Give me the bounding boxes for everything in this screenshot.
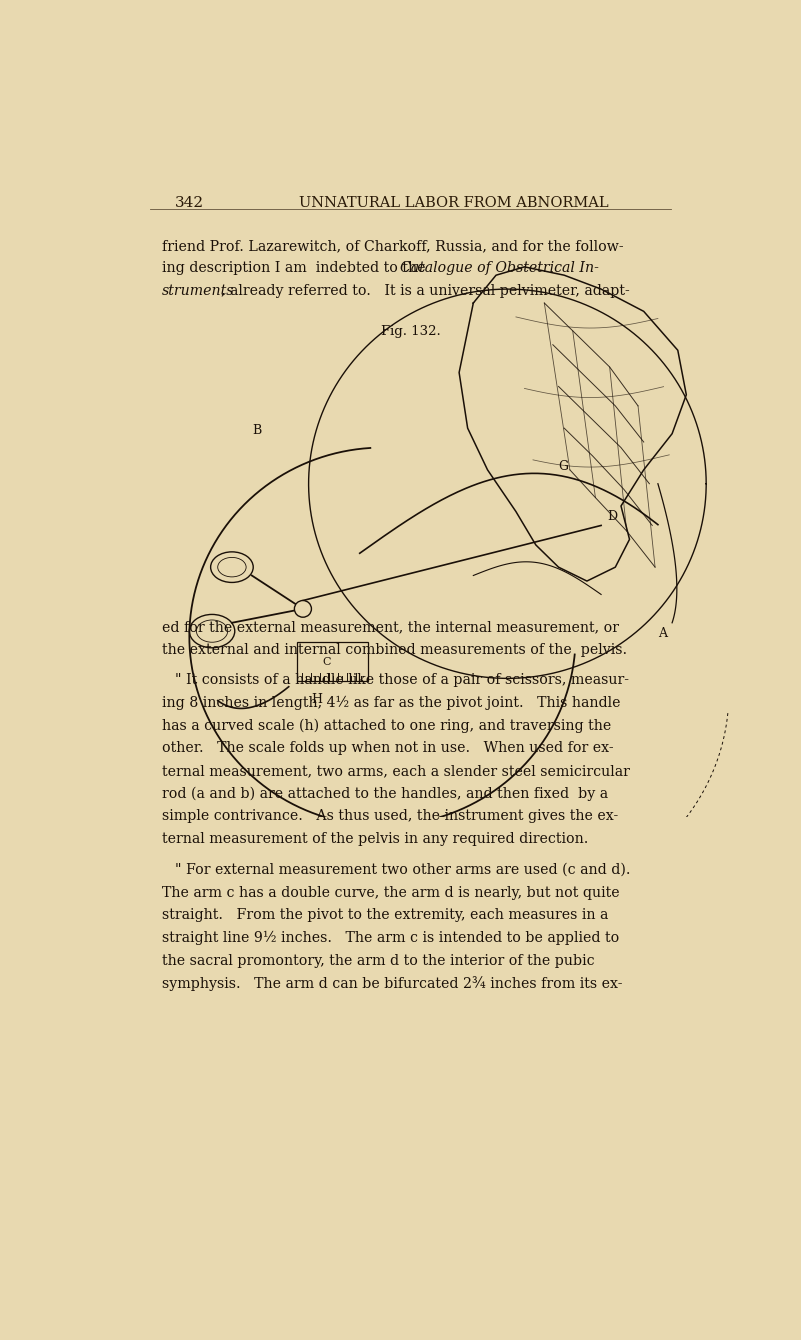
Text: simple contrivance.   As thus used, the instrument gives the ex-: simple contrivance. As thus used, the in… <box>162 809 618 824</box>
Text: struments: struments <box>162 284 235 297</box>
Text: 342: 342 <box>175 196 203 210</box>
Text: H: H <box>312 693 323 706</box>
Text: the external and internal combined measurements of the  pelvis.: the external and internal combined measu… <box>162 643 627 657</box>
Text: ing 8 inches in length, 4½ as far as the pivot joint.   This handle: ing 8 inches in length, 4½ as far as the… <box>162 695 621 710</box>
Text: has a curved scale (h) attached to one ring, and traversing the: has a curved scale (h) attached to one r… <box>162 718 611 733</box>
Text: D: D <box>607 511 617 523</box>
Text: UNNATURAL LABOR FROM ABNORMAL: UNNATURAL LABOR FROM ABNORMAL <box>299 196 609 210</box>
Text: Fig. 132.: Fig. 132. <box>380 324 441 338</box>
Text: symphysis.   The arm d can be bifurcated 2¾ inches from its ex-: symphysis. The arm d can be bifurcated 2… <box>162 977 622 992</box>
Text: Catalogue of Obstetrical In-: Catalogue of Obstetrical In- <box>400 261 599 276</box>
Text: " It consists of a handle like those of a pair of scissors, measur-: " It consists of a handle like those of … <box>175 673 629 687</box>
Text: A: A <box>658 627 667 639</box>
Text: C: C <box>323 657 332 667</box>
Text: ing description I am  indebted to the: ing description I am indebted to the <box>162 261 430 276</box>
Text: friend Prof. Lazarewitch, of Charkoff, Russia, and for the follow-: friend Prof. Lazarewitch, of Charkoff, R… <box>162 240 624 253</box>
Text: " For external measurement two other arms are used (c and d).: " For external measurement two other arm… <box>175 863 630 876</box>
Text: straight.   From the pivot to the extremity, each measures in a: straight. From the pivot to the extremit… <box>162 909 609 922</box>
Text: The arm c has a double curve, the arm d is nearly, but not quite: The arm c has a double curve, the arm d … <box>162 886 620 899</box>
Text: straight line 9½ inches.   The arm c is intended to be applied to: straight line 9½ inches. The arm c is in… <box>162 931 619 945</box>
Text: , already referred to.   It is a universal pelvimeter, adapt-: , already referred to. It is a universal… <box>220 284 630 297</box>
Text: ternal measurement, two arms, each a slender steel semicircular: ternal measurement, two arms, each a sle… <box>162 764 630 779</box>
Text: G: G <box>558 460 569 473</box>
Text: the sacral promontory, the arm d to the interior of the pubic: the sacral promontory, the arm d to the … <box>162 954 595 967</box>
Circle shape <box>295 600 312 618</box>
Bar <box>297 642 368 681</box>
Text: other.   The scale folds up when not in use.   When used for ex-: other. The scale folds up when not in us… <box>162 741 614 756</box>
Text: B: B <box>252 423 261 437</box>
Text: ed for the external measurement, the internal measurement, or: ed for the external measurement, the int… <box>162 620 619 634</box>
Text: ternal measurement of the pelvis in any required direction.: ternal measurement of the pelvis in any … <box>162 832 589 846</box>
Text: rod (a and b) are attached to the handles, and then fixed  by a: rod (a and b) are attached to the handle… <box>162 787 608 801</box>
